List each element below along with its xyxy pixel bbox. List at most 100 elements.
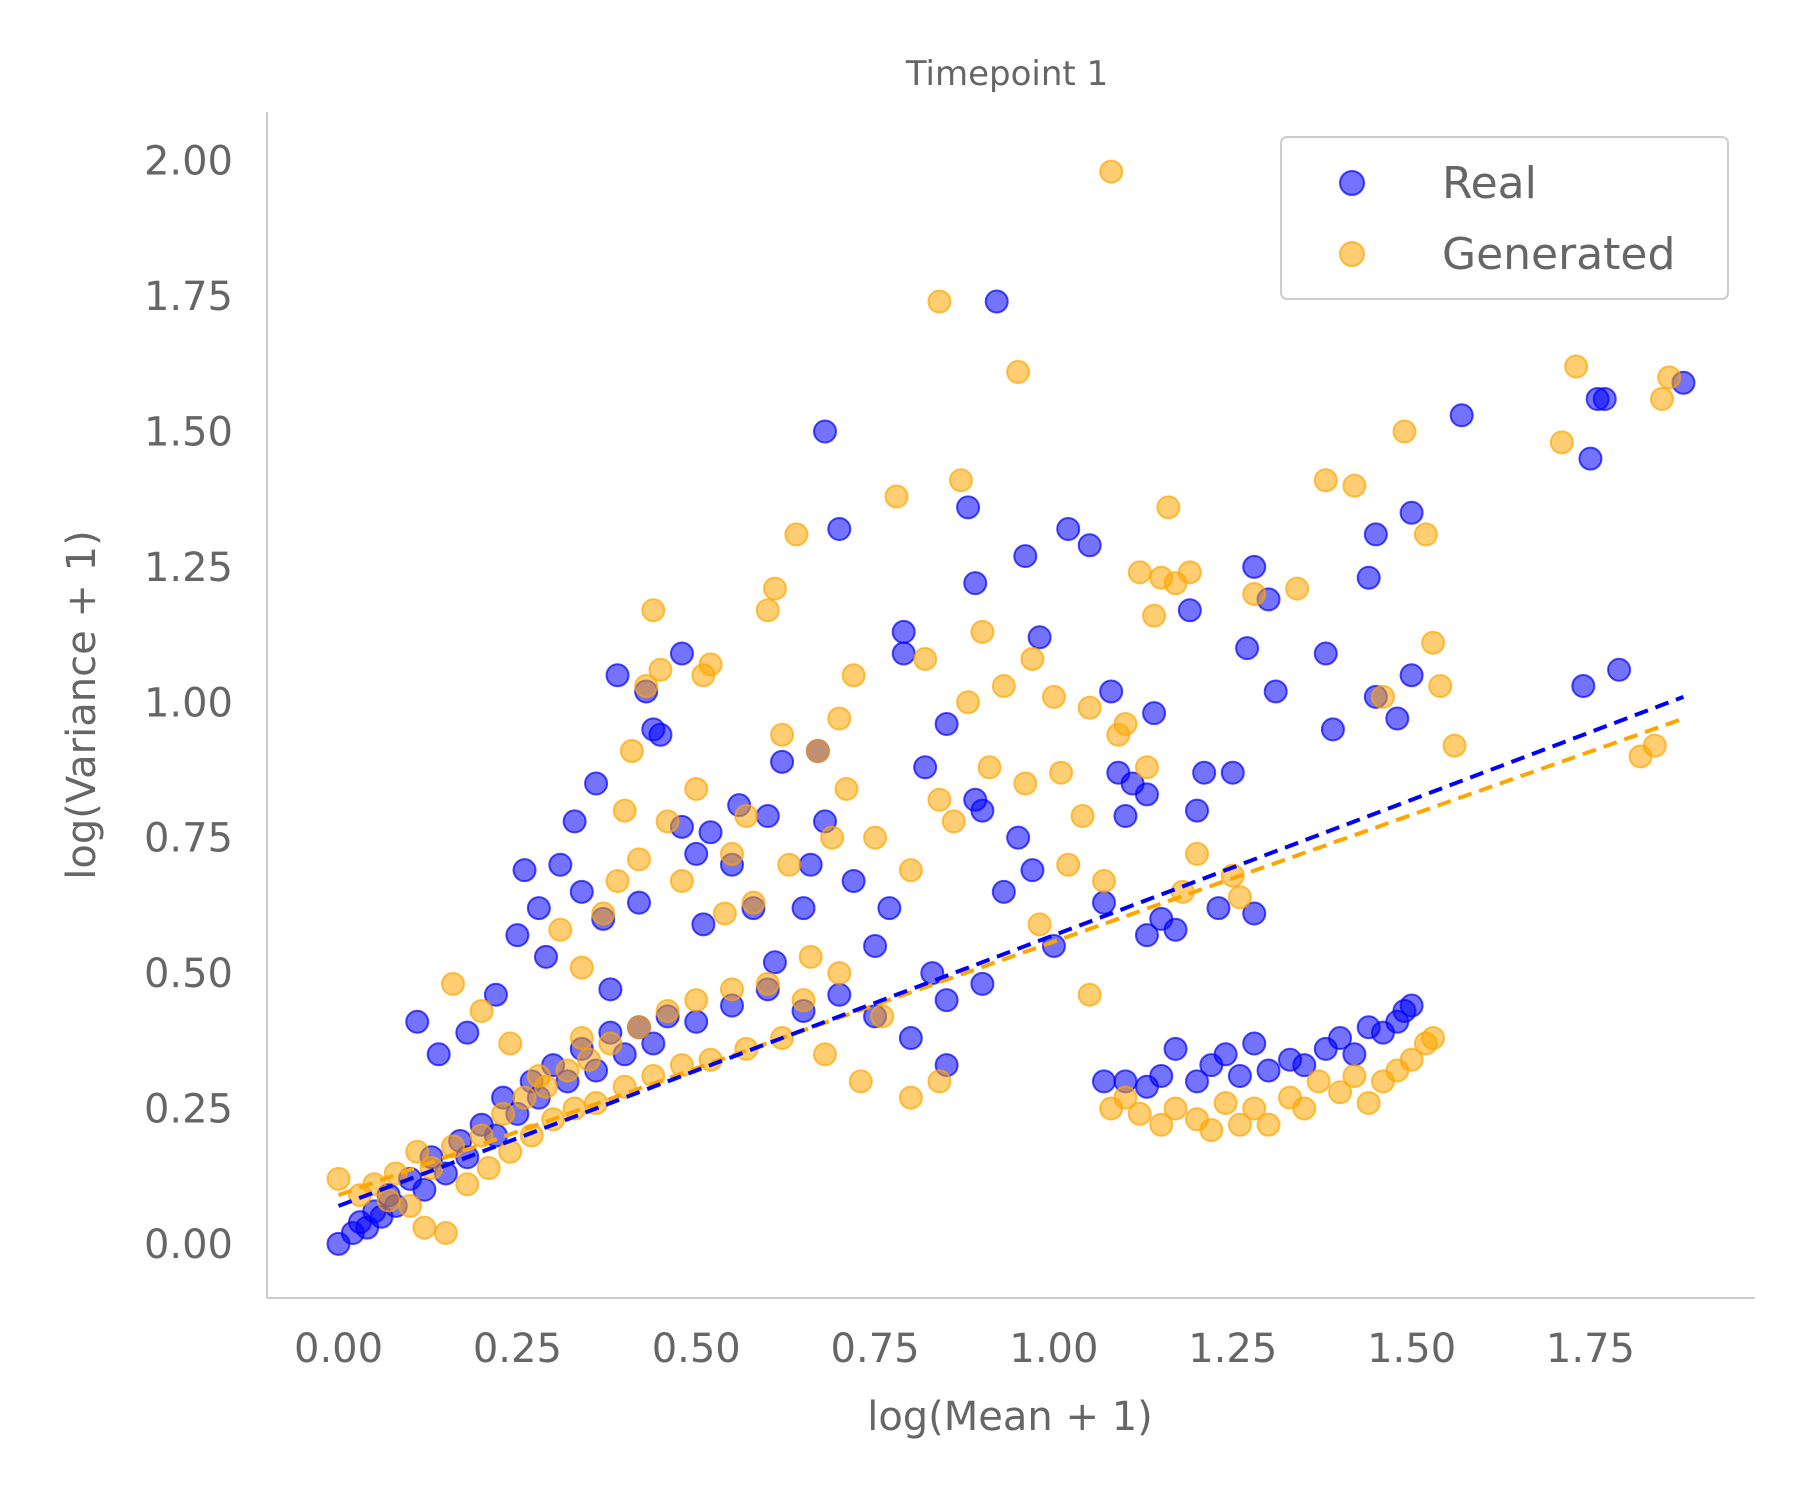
scatter-point (784, 522, 809, 547)
scatter-point (927, 289, 952, 314)
scatter-point (712, 901, 737, 926)
scatter-point (669, 869, 694, 894)
scatter-point (970, 619, 995, 644)
scatter-point (1006, 359, 1031, 384)
scatter-point (648, 722, 673, 747)
scatter-point (1192, 760, 1217, 785)
scatter-point (755, 598, 780, 623)
scatter-point (555, 1058, 580, 1083)
scatter-point (1399, 663, 1424, 688)
x-axis-title: log(Mean + 1) (867, 1394, 1153, 1440)
scatter-point (627, 1015, 651, 1040)
scatter-point (1413, 522, 1438, 547)
scatter-point (1442, 733, 1467, 758)
scatter-point (741, 890, 766, 915)
scatter-point (834, 776, 859, 801)
scatter-point (827, 961, 852, 986)
scatter-point (569, 879, 594, 904)
scatter-point (698, 820, 723, 845)
scatter-point (798, 944, 823, 969)
scatter-point (426, 1042, 451, 1067)
series-0-points (326, 289, 1696, 1256)
legend-frame (1280, 136, 1729, 300)
scatter-point (1657, 365, 1682, 390)
scatter-point (1356, 565, 1381, 590)
scatter-point (1113, 804, 1138, 829)
scatter-point (498, 1139, 523, 1164)
scatter-point (1242, 581, 1267, 606)
scatter-point (1027, 625, 1052, 650)
scatter-point (898, 1085, 923, 1110)
scatter-point (1077, 533, 1102, 558)
x-tick-label: 1.25 (1188, 1326, 1277, 1372)
scatter-point (1213, 1091, 1238, 1116)
scatter-point (684, 776, 709, 801)
scatter-point (634, 674, 659, 699)
scatter-point (1449, 403, 1474, 428)
x-tick-label: 0.75 (831, 1326, 920, 1372)
scatter-point (884, 484, 909, 509)
x-tick-label: 1.75 (1546, 1326, 1635, 1372)
scatter-point (991, 879, 1016, 904)
scatter-point (970, 798, 995, 823)
y-tick-label: 0.75 (144, 816, 233, 862)
scatter-point (1185, 798, 1209, 823)
scatter-point (684, 841, 709, 866)
scatter-point (770, 749, 795, 774)
scatter-point (655, 809, 680, 834)
scatter-point (777, 852, 802, 877)
scatter-point (1199, 1118, 1224, 1143)
legend-marker-generated (1339, 241, 1365, 267)
scatter-point (1578, 446, 1603, 471)
scatter-point (1399, 500, 1424, 525)
scatter-point (1163, 1096, 1188, 1121)
scatter-point (970, 971, 995, 996)
scatter-point (1027, 912, 1052, 937)
scatter-point (791, 896, 816, 921)
scatter-point (1421, 1026, 1446, 1051)
scatter-point (891, 619, 916, 644)
scatter-point (1177, 560, 1202, 585)
scatter-point (1092, 890, 1116, 915)
scatter-point (863, 825, 888, 850)
scatter-point (1056, 516, 1081, 541)
scatter-point (1242, 554, 1267, 579)
scatter-point (412, 1177, 437, 1202)
y-tick-label: 1.75 (144, 274, 233, 320)
scatter-point (1006, 825, 1031, 850)
scatter-point (1342, 1063, 1367, 1088)
scatter-point (1041, 684, 1066, 709)
scatter-point (491, 1101, 516, 1126)
scatter-point (548, 852, 573, 877)
scatter-point (1285, 576, 1310, 601)
scatter-point (691, 912, 716, 937)
scatter-point (755, 971, 780, 996)
y-tick-labels: 0.00 0.25 0.50 0.75 1.00 1.25 1.50 1.75 2.00 (144, 139, 233, 1268)
scatter-point (562, 809, 587, 834)
legend: Real Generated (1280, 136, 1729, 300)
scatter-point (898, 1026, 923, 1051)
scatter-point (827, 706, 852, 731)
x-tick-label: 1.50 (1367, 1326, 1456, 1372)
scatter-point (1421, 630, 1446, 655)
scatter-point (827, 982, 852, 1007)
scatter-point (1149, 1063, 1174, 1088)
scatter-point (526, 1063, 551, 1088)
scatter-point (762, 950, 787, 975)
scatter-point (469, 998, 494, 1023)
trend-line (337, 716, 1685, 1197)
scatter-point (534, 944, 558, 969)
scatter-point (1313, 641, 1338, 666)
scatter-point (1163, 917, 1188, 942)
scatter-point (898, 858, 923, 883)
fit-lines (337, 695, 1685, 1208)
scatter-point (1142, 701, 1167, 726)
scatter-point (1099, 159, 1124, 184)
y-tick-label: 1.50 (144, 410, 233, 456)
scatter-point (720, 977, 744, 1002)
scatter-point (412, 1215, 437, 1240)
scatter-point (805, 739, 830, 764)
scatter-point (1092, 1069, 1116, 1094)
scatter-point (1356, 1091, 1381, 1116)
